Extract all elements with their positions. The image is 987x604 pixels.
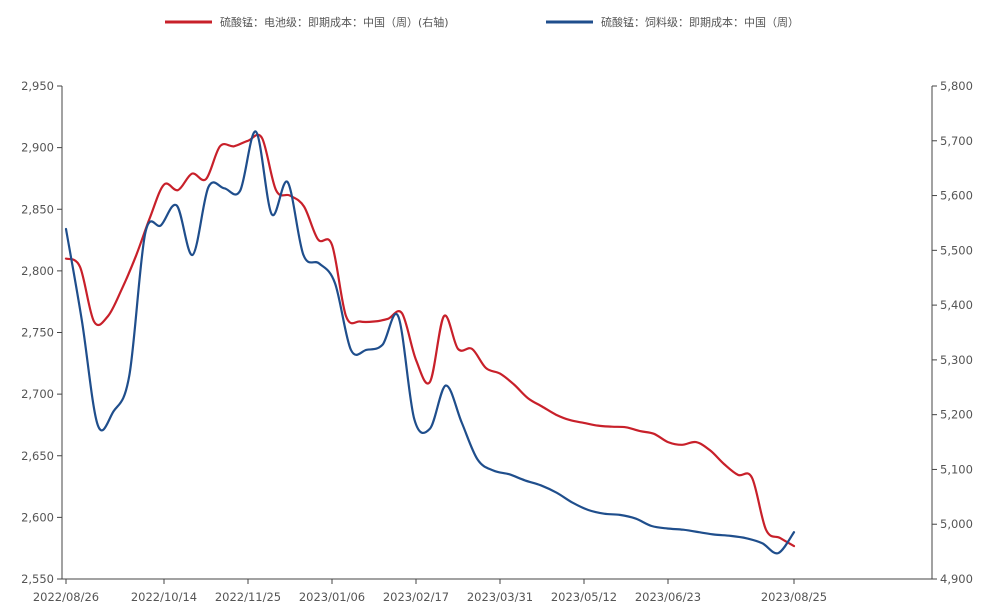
left-axis-tick-label: 2,550 bbox=[21, 572, 54, 586]
right-axis-tick-label: 5,500 bbox=[940, 243, 973, 257]
right-axis-tick-label: 5,200 bbox=[940, 408, 973, 422]
x-axis-tick-label: 2022/11/25 bbox=[215, 590, 281, 604]
feed-grade-series-line bbox=[64, 130, 796, 555]
x-axis-tick-label: 2022/08/26 bbox=[33, 590, 99, 604]
x-axis-tick-label: 2023/05/12 bbox=[551, 590, 617, 604]
x-axis-tick-label: 2023/08/25 bbox=[761, 590, 827, 604]
series-layer bbox=[64, 130, 796, 555]
right-axis-tick-label: 5,000 bbox=[940, 517, 973, 531]
left-axis-tick-label: 2,650 bbox=[21, 449, 54, 463]
right-axis-tick-label: 5,400 bbox=[940, 298, 973, 312]
legend-label-feed-grade: 硫酸锰：饲料级：即期成本：中国（周） bbox=[601, 15, 799, 29]
legend: 硫酸锰：电池级：即期成本：中国（周）(右轴) 硫酸锰：饲料级：即期成本：中国（周… bbox=[165, 15, 799, 29]
left-y-axis: 2,550 2,600 2,650 2,700 2,750 2,800 2,850 2,900… bbox=[21, 79, 63, 586]
right-axis-tick-label: 5,700 bbox=[940, 134, 973, 148]
x-axis-tick-label: 2023/06/23 bbox=[635, 590, 701, 604]
right-axis-tick-label: 5,300 bbox=[940, 353, 973, 367]
x-axis-tick-label: 2023/01/06 bbox=[299, 590, 365, 604]
left-axis-tick-label: 2,950 bbox=[21, 79, 54, 93]
left-axis-tick-label: 2,750 bbox=[21, 326, 54, 340]
x-axis-tick-label: 2022/10/14 bbox=[131, 590, 197, 604]
battery-grade-series-line bbox=[64, 133, 796, 548]
left-axis-tick-label: 2,600 bbox=[21, 510, 54, 524]
left-axis-tick-label: 2,700 bbox=[21, 387, 54, 401]
left-axis-tick-label: 2,850 bbox=[21, 202, 54, 216]
legend-label-battery-grade: 硫酸锰：电池级：即期成本：中国（周）(右轴) bbox=[220, 15, 449, 29]
left-axis-tick-label: 2,900 bbox=[21, 141, 54, 155]
right-axis-tick-label: 5,600 bbox=[940, 189, 973, 203]
right-axis-tick-label: 4,900 bbox=[940, 572, 973, 586]
x-axis-tick-label: 2023/03/31 bbox=[467, 590, 533, 604]
left-axis-tick-label: 2,800 bbox=[21, 264, 54, 278]
right-axis-tick-label: 5,800 bbox=[940, 79, 973, 93]
x-axis-tick-label: 2023/02/17 bbox=[383, 590, 449, 604]
right-y-axis: 4,900 5,000 5,100 5,200 5,300 5,400 5,500 5,600… bbox=[931, 79, 973, 586]
x-axis: 2022/08/26 2022/10/14 2022/11/25 2023/01/06… bbox=[33, 578, 932, 604]
right-axis-tick-label: 5,100 bbox=[940, 462, 973, 476]
